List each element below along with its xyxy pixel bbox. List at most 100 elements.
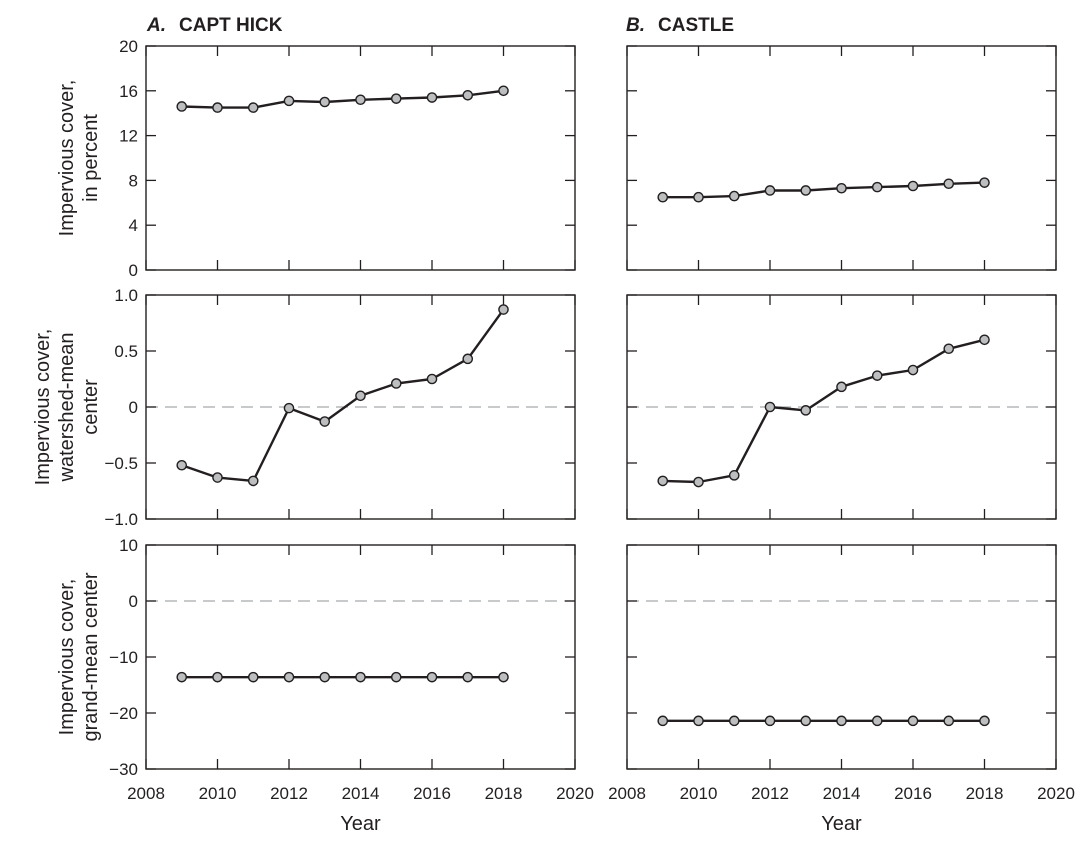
data-point-2017 — [462, 671, 474, 683]
x-axis-title: Year — [340, 813, 381, 835]
x-tick-label: 2008 — [608, 784, 646, 803]
data-point-2012 — [283, 95, 295, 107]
y-tick-label: 8 — [129, 171, 138, 190]
series-line — [662, 181, 985, 199]
y-axis-title-line: grand-mean center — [80, 572, 102, 741]
plot-frame — [626, 45, 1057, 271]
data-point-2015 — [871, 715, 883, 727]
data-point-2009 — [657, 715, 669, 727]
data-point-2013 — [800, 185, 812, 196]
data-point-2016 — [426, 92, 438, 103]
y-tick-label: 0 — [129, 592, 138, 611]
series-line — [181, 89, 504, 109]
x-tick-label: 2012 — [270, 784, 308, 803]
panel-b-letter: B. — [626, 15, 645, 36]
x-tick-label: 2014 — [823, 784, 861, 803]
data-point-2013 — [319, 96, 331, 108]
x-tick-label: 2020 — [1037, 784, 1075, 803]
y-tick-label: −10 — [109, 648, 138, 667]
y-tick-label: 1.0 — [114, 286, 138, 305]
data-point-2015 — [390, 378, 402, 389]
panel-a-name: CAPT HICK — [179, 15, 283, 36]
data-point-2010 — [693, 191, 704, 203]
x-tick-label: 2010 — [680, 784, 718, 803]
data-point-2017 — [462, 353, 474, 365]
y-axis-title-line: in percent — [80, 114, 102, 202]
data-point-2017 — [943, 178, 955, 190]
x-tick-label: 2016 — [894, 784, 932, 803]
y-axis-title-line: Impervious cover, — [56, 80, 78, 237]
data-point-2009 — [657, 475, 669, 487]
data-point-2013 — [319, 671, 331, 683]
x-tick-label: 2008 — [127, 784, 165, 803]
data-point-2016 — [907, 180, 919, 192]
data-point-2010 — [693, 715, 704, 727]
data-point-2012 — [764, 715, 776, 727]
y-axis-title: Impervious cover, watershed-mean center — [32, 329, 102, 486]
data-point-2014 — [836, 715, 847, 727]
data-point-2014 — [836, 381, 847, 393]
panel-b-name: CASTLE — [658, 15, 734, 36]
x-tick-label: 2010 — [199, 784, 237, 803]
data-point-2015 — [390, 93, 402, 104]
y-tick-label: 0 — [129, 398, 138, 417]
x-axis-title: Year — [821, 813, 862, 835]
data-point-2014 — [355, 94, 366, 106]
data-point-2017 — [943, 715, 955, 727]
data-point-2010 — [212, 472, 223, 483]
y-tick-label: 16 — [119, 82, 138, 101]
data-point-2012 — [764, 401, 776, 413]
data-point-2011 — [728, 715, 740, 727]
panel-a-letter: A. — [146, 15, 166, 36]
plot-row3-panel-a: −30 −20 −10 0 10 2008 2010 2012 2014 2016 2018 2020 — [109, 536, 594, 803]
data-point-2018 — [979, 177, 990, 188]
x-tick-label: 2018 — [966, 784, 1004, 803]
data-point-2011 — [728, 190, 740, 202]
y-axis-title-line: watershed-mean — [56, 333, 78, 483]
data-point-2010 — [212, 102, 223, 113]
y-axis-title: Impervious cover, in percent — [56, 80, 102, 237]
data-point-2011 — [247, 102, 259, 113]
x-tick-label: 2020 — [556, 784, 594, 803]
y-axis-title: Impervious cover, grand-mean center — [56, 572, 102, 741]
plot-frame — [145, 45, 576, 271]
y-tick-label: −0.5 — [104, 454, 138, 473]
data-point-2018 — [979, 715, 990, 727]
data-point-2018 — [498, 85, 509, 97]
plot-row1-panel-b — [626, 45, 1057, 271]
data-point-2018 — [498, 304, 509, 315]
y-axis-title-line: Impervious cover, — [32, 329, 54, 486]
data-point-2011 — [728, 470, 740, 481]
data-point-2017 — [462, 89, 474, 101]
data-point-2009 — [176, 459, 188, 471]
y-axis-title-line: Impervious cover, — [56, 579, 78, 736]
data-point-2014 — [355, 390, 366, 402]
y-tick-label: 10 — [119, 536, 138, 555]
data-point-2018 — [498, 671, 509, 683]
y-tick-label: 0.5 — [114, 342, 138, 361]
plot-frame — [145, 294, 576, 520]
plot-frame — [145, 544, 576, 770]
data-point-2016 — [907, 715, 919, 727]
series-line — [181, 308, 505, 483]
y-axis-title-line: center — [80, 379, 102, 435]
x-tick-label: 2014 — [342, 784, 380, 803]
plot-row3-panel-b: 2008 2010 2012 2014 2016 2018 2020 — [608, 544, 1075, 803]
y-tick-label: −20 — [109, 704, 138, 723]
data-point-2016 — [426, 671, 438, 683]
data-point-2015 — [390, 671, 402, 683]
data-point-2010 — [693, 476, 704, 488]
data-point-2012 — [283, 402, 295, 414]
data-point-2012 — [283, 671, 295, 683]
series-line — [662, 338, 985, 484]
data-point-2011 — [247, 671, 259, 683]
data-point-2015 — [871, 370, 883, 381]
y-tick-label: −30 — [109, 760, 138, 779]
plot-row1-panel-a: 0 4 8 12 16 20 — [119, 37, 576, 280]
data-point-2017 — [943, 343, 955, 355]
y-tick-label: 0 — [129, 261, 138, 280]
y-tick-label: 4 — [129, 216, 138, 235]
data-point-2009 — [176, 671, 188, 683]
